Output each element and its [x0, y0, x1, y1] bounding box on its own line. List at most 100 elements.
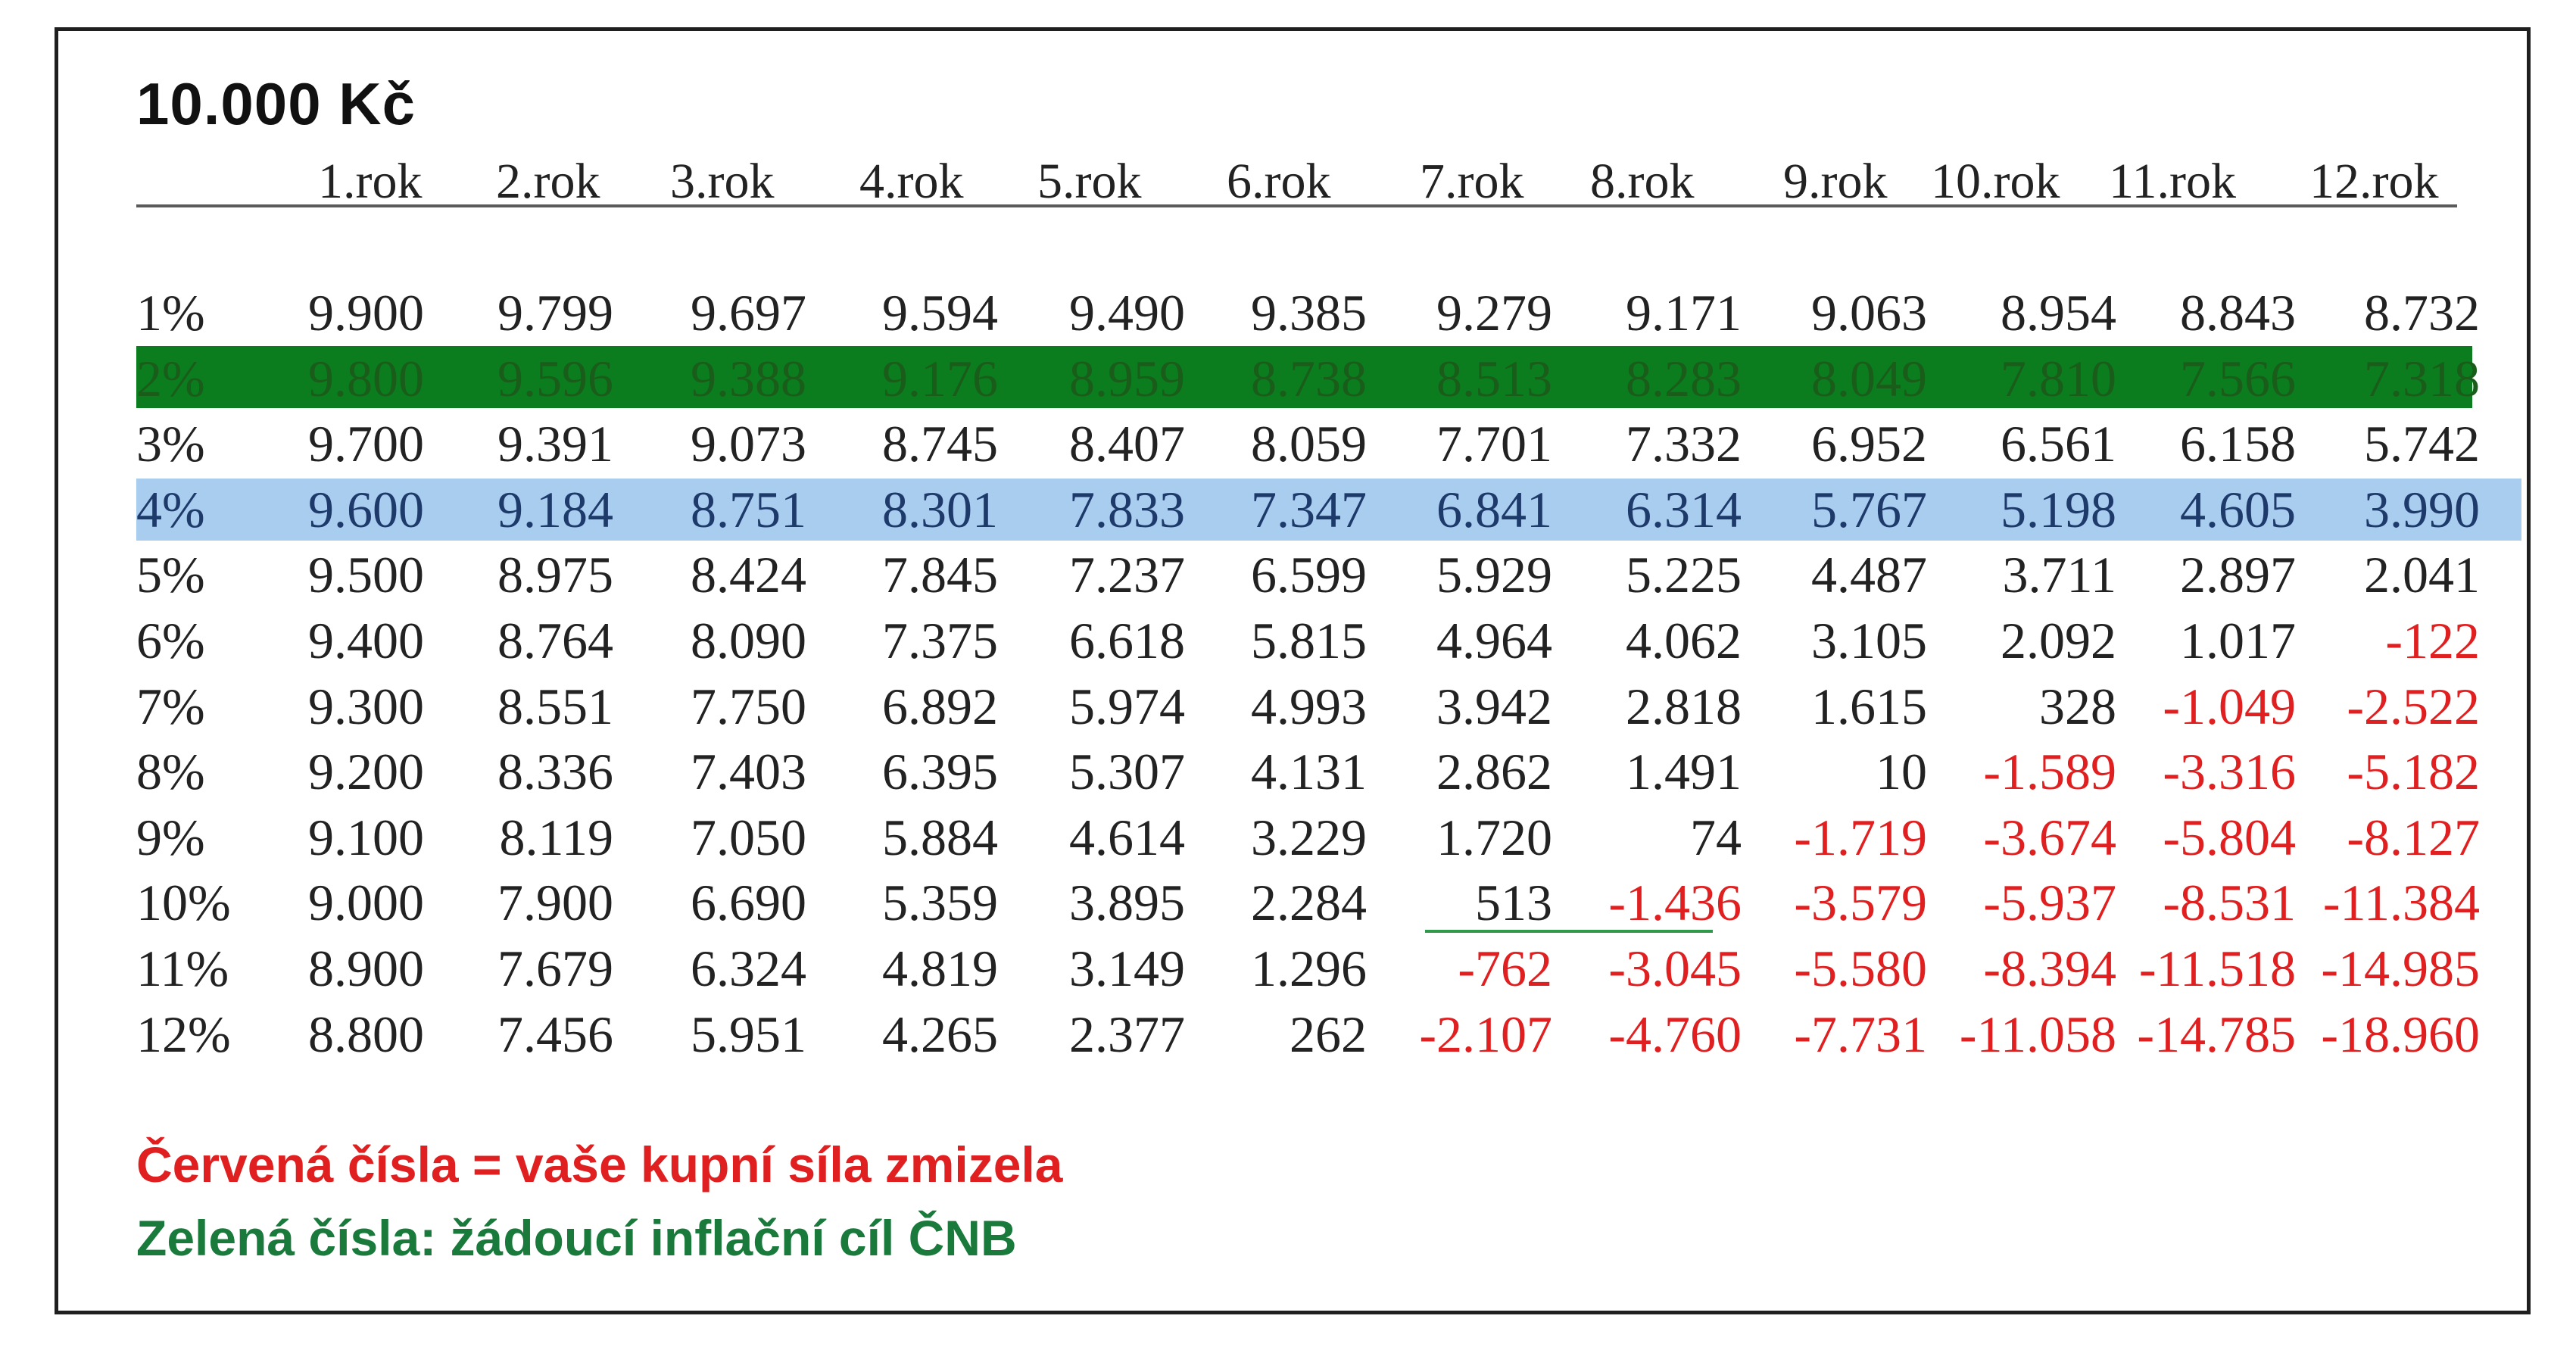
table-cell: 2.092 — [2001, 612, 2116, 669]
table-cell: 262 — [1290, 1005, 1367, 1063]
row-label: 10% — [136, 874, 231, 932]
table-cell: 6.395 — [882, 743, 998, 801]
table-cell: 8.738 — [1251, 349, 1367, 407]
row-label: 3% — [136, 415, 205, 473]
table-cell: 4.487 — [1811, 546, 1927, 604]
table-cell: -3.579 — [1794, 874, 1927, 932]
table-cell: 3.990 — [2364, 480, 2480, 538]
table-cell: 6.314 — [1626, 480, 1742, 538]
table-cell: -7.731 — [1794, 1005, 1927, 1063]
year-header-cell: 3.rok — [670, 154, 775, 209]
table-cell: 5.974 — [1069, 677, 1185, 735]
table-cell: 2.041 — [2364, 546, 2480, 604]
table-cell: 6.690 — [691, 874, 806, 932]
table-cell: 2.284 — [1251, 874, 1367, 932]
table-cell: 3.105 — [1811, 612, 1927, 669]
table-cell: 74 — [1690, 808, 1742, 866]
highlight-band-4pct — [136, 479, 2521, 541]
table-cell: 9.697 — [691, 284, 806, 341]
table-cell: 4.614 — [1069, 808, 1185, 866]
table-cell: -18.960 — [2321, 1005, 2480, 1063]
year-header-cell: 6.rok — [1227, 154, 1331, 209]
table-cell: 7.050 — [691, 808, 806, 866]
table-cell: 8.900 — [308, 940, 424, 997]
table-cell: 6.599 — [1251, 546, 1367, 604]
table-cell: -122 — [2385, 612, 2480, 669]
table-cell: -8.394 — [1983, 940, 2116, 997]
year-header-cell: 8.rok — [1590, 154, 1695, 209]
row-label: 9% — [136, 808, 205, 866]
row-label: 11% — [136, 940, 229, 997]
table-cell: 513 — [1475, 874, 1552, 932]
threshold-underline — [1425, 930, 1713, 933]
legend-red: Červená čísla = vaše kupní síla zmizela — [136, 1136, 1063, 1193]
year-header-cell: 10.rok — [1931, 154, 2060, 209]
table-cell: 9.900 — [308, 284, 424, 341]
table-cell: 7.375 — [882, 612, 998, 669]
table-cell: 9.300 — [308, 677, 424, 735]
table-cell: 4.265 — [882, 1005, 998, 1063]
year-header-cell: 4.rok — [859, 154, 964, 209]
table-cell: -11.058 — [1959, 1005, 2116, 1063]
table-cell: 1.720 — [1436, 808, 1552, 866]
year-header-cell: 2.rok — [496, 154, 600, 209]
table-cell: -2.107 — [1419, 1005, 1552, 1063]
table-cell: 9.063 — [1811, 284, 1927, 341]
table-cell: 8.732 — [2364, 284, 2480, 341]
table-cell: 7.845 — [882, 546, 998, 604]
table-cell: 4.993 — [1251, 677, 1367, 735]
table-cell: 7.679 — [497, 940, 613, 997]
table-cell: 6.561 — [2001, 415, 2116, 473]
page-title: 10.000 Kč — [136, 70, 416, 137]
table-cell: 8.751 — [691, 480, 806, 538]
table-cell: 2.377 — [1069, 1005, 1185, 1063]
table-cell: 8.119 — [499, 808, 613, 866]
table-cell: 7.833 — [1069, 480, 1185, 538]
table-cell: 6.324 — [691, 940, 806, 997]
table-cell: 5.742 — [2364, 415, 2480, 473]
table-cell: 9.700 — [308, 415, 424, 473]
table-cell: -8.531 — [2163, 874, 2296, 932]
table-cell: 5.225 — [1626, 546, 1742, 604]
year-header-cell: 1.rok — [318, 154, 423, 209]
table-cell: 5.951 — [691, 1005, 806, 1063]
table-cell: 7.810 — [2001, 349, 2116, 407]
table-cell: 4.964 — [1436, 612, 1552, 669]
table-cell: 9.391 — [497, 415, 613, 473]
table-cell: 7.750 — [691, 677, 806, 735]
table-cell: 10 — [1876, 743, 1927, 801]
document-frame — [55, 27, 2531, 1314]
table-cell: 5.884 — [882, 808, 998, 866]
row-label: 8% — [136, 743, 205, 801]
table-cell: 6.841 — [1436, 480, 1552, 538]
table-cell: 8.975 — [497, 546, 613, 604]
table-cell: 5.815 — [1251, 612, 1367, 669]
table-cell: -8.127 — [2347, 808, 2480, 866]
row-label: 1% — [136, 284, 205, 341]
table-cell: 4.819 — [882, 940, 998, 997]
table-cell: -2.522 — [2347, 677, 2480, 735]
table-cell: -762 — [1458, 940, 1552, 997]
year-header-cell: 9.rok — [1783, 154, 1888, 209]
table-cell: 2.897 — [2180, 546, 2296, 604]
table-cell: -11.518 — [2138, 940, 2296, 997]
table-cell: -11.384 — [2322, 874, 2480, 932]
table-cell: 8.283 — [1626, 349, 1742, 407]
table-cell: 9.385 — [1251, 284, 1367, 341]
table-cell: 2.862 — [1436, 743, 1552, 801]
table-cell: 1.296 — [1251, 940, 1367, 997]
table-cell: 7.318 — [2364, 349, 2480, 407]
table-cell: -5.580 — [1794, 940, 1927, 997]
year-header-cell: 5.rok — [1037, 154, 1142, 209]
table-cell: 9.000 — [308, 874, 424, 932]
table-cell: 7.403 — [691, 743, 806, 801]
table-cell: -3.674 — [1983, 808, 2116, 866]
table-cell: -3.045 — [1608, 940, 1742, 997]
table-cell: 9.279 — [1436, 284, 1552, 341]
table-cell: 9.596 — [497, 349, 613, 407]
table-cell: 3.942 — [1436, 677, 1552, 735]
table-cell: 7.456 — [497, 1005, 613, 1063]
table-cell: 9.594 — [882, 284, 998, 341]
table-cell: 3.895 — [1069, 874, 1185, 932]
table-cell: 7.566 — [2180, 349, 2296, 407]
